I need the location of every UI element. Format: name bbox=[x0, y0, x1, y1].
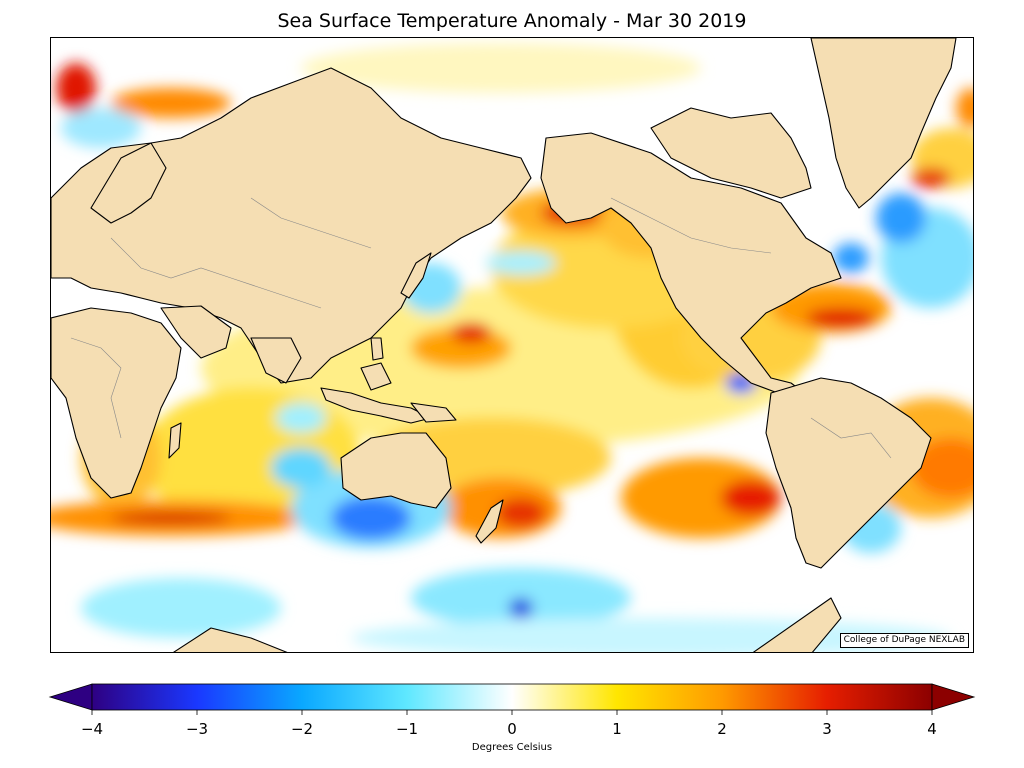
madagascar-land bbox=[168, 422, 182, 459]
north-america-land bbox=[540, 132, 842, 399]
colorbar-tick-label: −1 bbox=[395, 720, 419, 738]
colorbar-right-extend bbox=[931, 683, 976, 711]
new-zealand-land bbox=[475, 499, 504, 544]
india-land bbox=[250, 337, 302, 384]
philippines-land bbox=[370, 337, 384, 361]
greenland-land bbox=[810, 38, 957, 209]
colorbar-tick-label: 0 bbox=[507, 720, 517, 738]
borneo-land bbox=[360, 362, 392, 391]
antarctica-land bbox=[173, 627, 288, 652]
new-guinea-land bbox=[410, 402, 457, 423]
country-borders bbox=[70, 197, 892, 459]
sst-anomaly-map: College of DuPage NEXLAB bbox=[50, 37, 974, 653]
credit-label: College of DuPage NEXLAB bbox=[839, 633, 969, 648]
map-title: Sea Surface Temperature Anomaly - Mar 30… bbox=[277, 10, 747, 32]
colorbar-tick-label: −3 bbox=[185, 720, 209, 738]
colorbar-unit-label: Degrees Celsius bbox=[471, 742, 553, 753]
japan-land bbox=[400, 252, 432, 299]
colorbar-tick-label: −4 bbox=[80, 720, 104, 738]
colorbar-tick-label: 2 bbox=[717, 720, 727, 738]
colorbar-left-extend bbox=[48, 683, 93, 711]
colorbar-tick-label: −2 bbox=[290, 720, 314, 738]
colorbar-tick-label: 1 bbox=[612, 720, 622, 738]
colorbar-tick-label: 3 bbox=[822, 720, 832, 738]
colorbar-ticks bbox=[91, 710, 933, 715]
south-america-land bbox=[765, 377, 932, 569]
australia-land bbox=[340, 432, 452, 509]
colorbar-body bbox=[91, 683, 933, 711]
arabia-land bbox=[160, 305, 232, 359]
colorbar-tick-label: 4 bbox=[927, 720, 937, 738]
africa-land bbox=[51, 307, 182, 499]
indonesia-land bbox=[320, 387, 432, 424]
scandinavia-land bbox=[90, 142, 167, 224]
colorbar bbox=[48, 683, 976, 715]
land-masses bbox=[51, 38, 957, 652]
canadian-arctic-land bbox=[650, 107, 812, 199]
map-canvas bbox=[51, 38, 973, 652]
antarctica-land-east bbox=[752, 597, 842, 652]
